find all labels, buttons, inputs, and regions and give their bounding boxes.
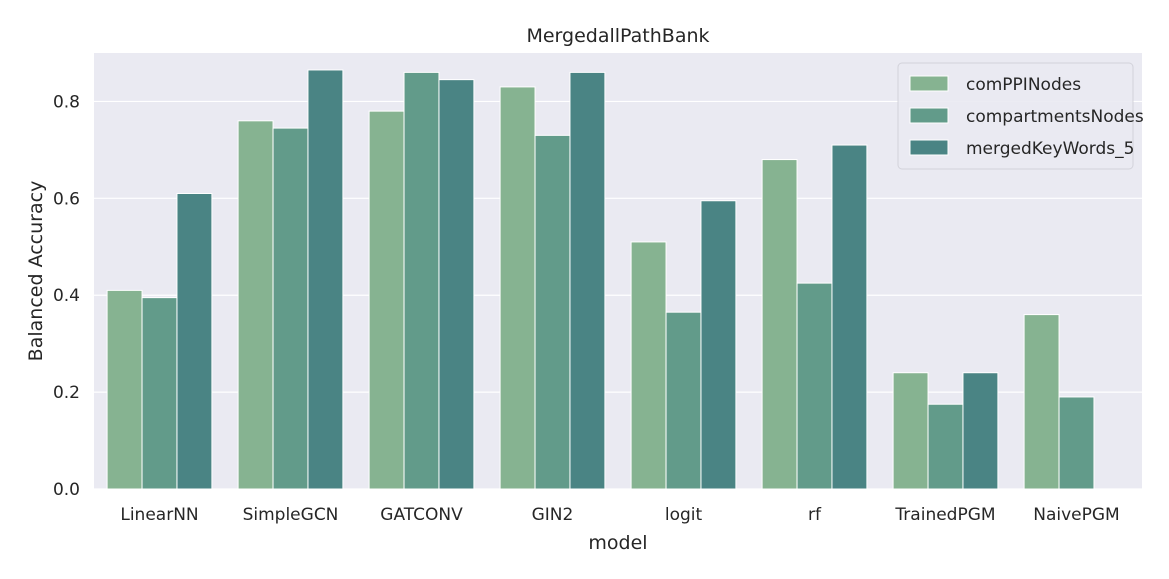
legend-swatch (909, 75, 949, 92)
legend-label: compartmentsNodes (966, 107, 1144, 127)
x-axis-title: model (588, 532, 647, 554)
legend-swatch (909, 107, 949, 124)
legend-box (897, 62, 1134, 170)
y-tick-labels: 0.0 0.2 0.4 0.6 0.8 (53, 92, 80, 500)
bar (831, 144, 868, 490)
x-tick-label: LinearNN (120, 505, 198, 525)
bar (962, 372, 999, 490)
y-tick-label: 0.4 (53, 286, 80, 306)
bar (665, 311, 702, 490)
x-tick-label: rf (808, 505, 822, 525)
bar (106, 289, 143, 490)
bar (307, 69, 344, 490)
bar (892, 372, 929, 490)
bar (569, 71, 606, 490)
legend-label: mergedKeyWords_5 (966, 139, 1134, 159)
bar (141, 297, 178, 490)
bar (796, 282, 833, 490)
bar (761, 159, 798, 490)
x-tick-label: GATCONV (380, 505, 463, 525)
legend: comPPINodes compartmentsNodes mergedKeyWor… (897, 62, 1144, 170)
x-tick-label: TrainedPGM (894, 505, 995, 525)
legend-swatch (909, 139, 949, 156)
bar (534, 134, 571, 490)
bar (176, 192, 213, 490)
y-tick-label: 0.0 (53, 480, 80, 500)
y-axis-title: Balanced Accuracy (25, 181, 47, 362)
x-tick-label: SimpleGCN (243, 505, 339, 525)
x-tick-label: GIN2 (532, 505, 574, 525)
bars (106, 69, 1095, 490)
bar (237, 120, 274, 490)
y-tick-label: 0.2 (53, 383, 80, 403)
legend-label: comPPINodes (966, 75, 1081, 95)
bar (630, 241, 667, 490)
bar (499, 86, 536, 490)
x-tick-label: logit (665, 505, 703, 525)
y-tick-label: 0.6 (53, 189, 80, 209)
bar (368, 110, 405, 490)
bar (700, 200, 737, 490)
bar (1023, 314, 1060, 490)
x-tick-label: NaivePGM (1033, 505, 1119, 525)
bar (927, 403, 964, 490)
y-tick-label: 0.8 (53, 92, 80, 112)
bar (272, 127, 309, 490)
bar (438, 79, 475, 490)
bar (1058, 396, 1095, 490)
chart-title: MergedallPathBank (526, 25, 709, 47)
x-tick-labels: LinearNN SimpleGCN GATCONV GIN2 logit rf Train… (120, 505, 1119, 525)
bar (403, 71, 440, 490)
